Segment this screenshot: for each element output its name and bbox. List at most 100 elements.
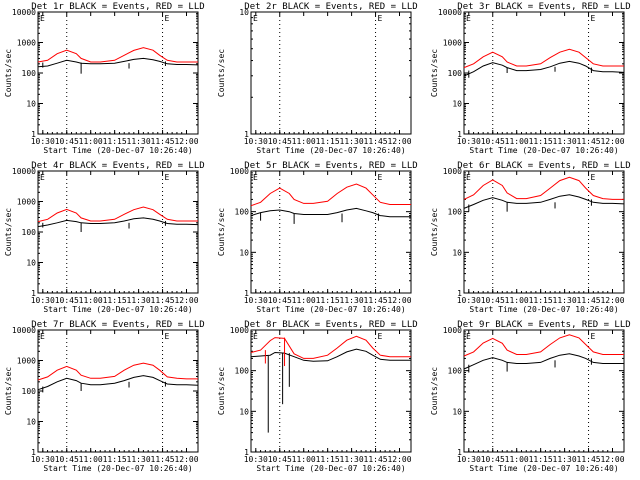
events-series-line: [463, 194, 625, 209]
events-series-line: [463, 353, 624, 370]
x-tick-label: 12:00: [600, 455, 624, 464]
x-tick-label: 12:00: [600, 137, 624, 146]
x-tick-label: 11:15: [103, 296, 127, 305]
x-tick-label: 12:00: [600, 296, 624, 305]
y-tick-label: 1: [31, 448, 36, 457]
x-axis-label: Start Time (20-Dec-07 10:26:40): [256, 305, 405, 314]
y-tick-label: 1: [31, 130, 36, 139]
y-tick-label: 10: [26, 418, 36, 427]
x-tick-label: 11:30: [340, 137, 364, 146]
bracket-label: E: [466, 332, 471, 341]
x-axis-label: Start Time (20-Dec-07 10:26:40): [469, 146, 618, 155]
x-axis-label: Start Time (20-Dec-07 10:26:40): [469, 305, 618, 314]
x-tick-label: 11:15: [103, 137, 127, 146]
y-tick-label: 10: [452, 100, 462, 109]
x-tick-label: 11:00: [292, 296, 316, 305]
lld-series-line: [250, 183, 411, 207]
y-tick-label: 10000: [12, 167, 36, 176]
x-tick-label: 12:00: [387, 296, 411, 305]
panel-title: Det 7r BLACK = Events, RED = LLD: [31, 320, 204, 330]
y-tick-label: 10: [452, 407, 462, 416]
bracket-label: E: [378, 14, 383, 23]
y-tick-label: 10: [239, 407, 249, 416]
lld-series-line: [463, 334, 624, 357]
y-axis-label: Counts/sec: [217, 49, 226, 97]
x-tick-label: 11:15: [103, 455, 127, 464]
bracket-label: E: [40, 332, 45, 341]
y-tick-label: 1000: [230, 326, 249, 335]
x-tick-label: 11:30: [127, 137, 151, 146]
y-axis-label: Counts/sec: [430, 367, 439, 415]
y-axis-label: Counts/sec: [4, 367, 13, 415]
x-tick-label: 12:00: [174, 455, 198, 464]
x-tick-label: 10:45: [268, 455, 292, 464]
x-axis-label: Start Time (20-Dec-07 10:26:40): [469, 464, 618, 473]
x-tick-label: 10:45: [481, 455, 505, 464]
plot-frame: [250, 11, 412, 135]
y-axis-label: Counts/sec: [430, 208, 439, 256]
x-tick-label: 10:45: [481, 296, 505, 305]
x-tick-label: 12:00: [174, 296, 198, 305]
y-tick-label: 1: [31, 289, 36, 298]
y-tick-label: 10: [239, 248, 249, 257]
plot-frame: [463, 329, 625, 453]
x-tick-label: 10:45: [268, 296, 292, 305]
bracket-label: E: [591, 14, 596, 23]
bracket-label: E: [253, 14, 258, 23]
plot-frame: [250, 329, 412, 453]
events-series-line: [37, 217, 199, 228]
x-tick-label: 11:30: [340, 296, 364, 305]
x-tick-label: 11:30: [553, 455, 577, 464]
y-tick-label: 10000: [12, 8, 36, 17]
panel-title: Det 5r BLACK = Events, RED = LLD: [244, 161, 417, 171]
x-tick-label: 11:00: [79, 137, 103, 146]
x-axis-label: Start Time (20-Dec-07 10:26:40): [256, 464, 405, 473]
x-tick-label: 10:30: [244, 137, 268, 146]
y-axis-label: Counts/sec: [217, 367, 226, 415]
plot-frame: [463, 170, 625, 294]
y-tick-label: 1: [244, 130, 249, 139]
events-series-line: [250, 207, 411, 218]
x-tick-label: 11:45: [151, 296, 175, 305]
x-tick-label: 10:30: [31, 137, 55, 146]
lld-series-line: [463, 176, 624, 200]
lld-series-line: [37, 47, 198, 63]
y-tick-label: 10000: [12, 326, 36, 335]
y-tick-label: 1000: [443, 167, 462, 176]
x-tick-label: 11:00: [292, 455, 316, 464]
panel-title: Det 4r BLACK = Events, RED = LLD: [31, 161, 204, 171]
x-tick-label: 12:00: [387, 455, 411, 464]
x-tick-label: 10:45: [55, 137, 79, 146]
y-tick-label: 100: [22, 228, 37, 237]
bracket-label: E: [40, 14, 45, 23]
x-tick-label: 11:15: [316, 296, 340, 305]
bracket-label: E: [378, 173, 383, 182]
events-series-line: [250, 348, 411, 362]
x-tick-label: 11:00: [505, 455, 529, 464]
y-tick-label: 1000: [17, 357, 36, 366]
x-tick-label: 10:30: [244, 455, 268, 464]
x-tick-label: 11:45: [364, 455, 388, 464]
y-tick-label: 1000: [17, 39, 36, 48]
bracket-label: E: [253, 332, 258, 341]
x-tick-label: 11:45: [364, 296, 388, 305]
panel-title: Det 9r BLACK = Events, RED = LLD: [457, 320, 630, 330]
x-tick-label: 11:30: [340, 455, 364, 464]
y-tick-label: 10: [239, 8, 249, 17]
panel-title: Det 3r BLACK = Events, RED = LLD: [457, 2, 630, 12]
x-tick-label: 11:30: [553, 296, 577, 305]
y-tick-label: 100: [235, 367, 250, 376]
y-tick-label: 1000: [443, 326, 462, 335]
panel-title: Det 1r BLACK = Events, RED = LLD: [31, 2, 204, 12]
x-tick-label: 11:30: [127, 296, 151, 305]
x-tick-label: 11:45: [577, 455, 601, 464]
y-tick-label: 1: [244, 448, 249, 457]
y-axis-label: Counts/sec: [217, 208, 226, 256]
x-tick-label: 10:30: [31, 455, 55, 464]
panel-title: Det 6r BLACK = Events, RED = LLD: [457, 161, 630, 171]
